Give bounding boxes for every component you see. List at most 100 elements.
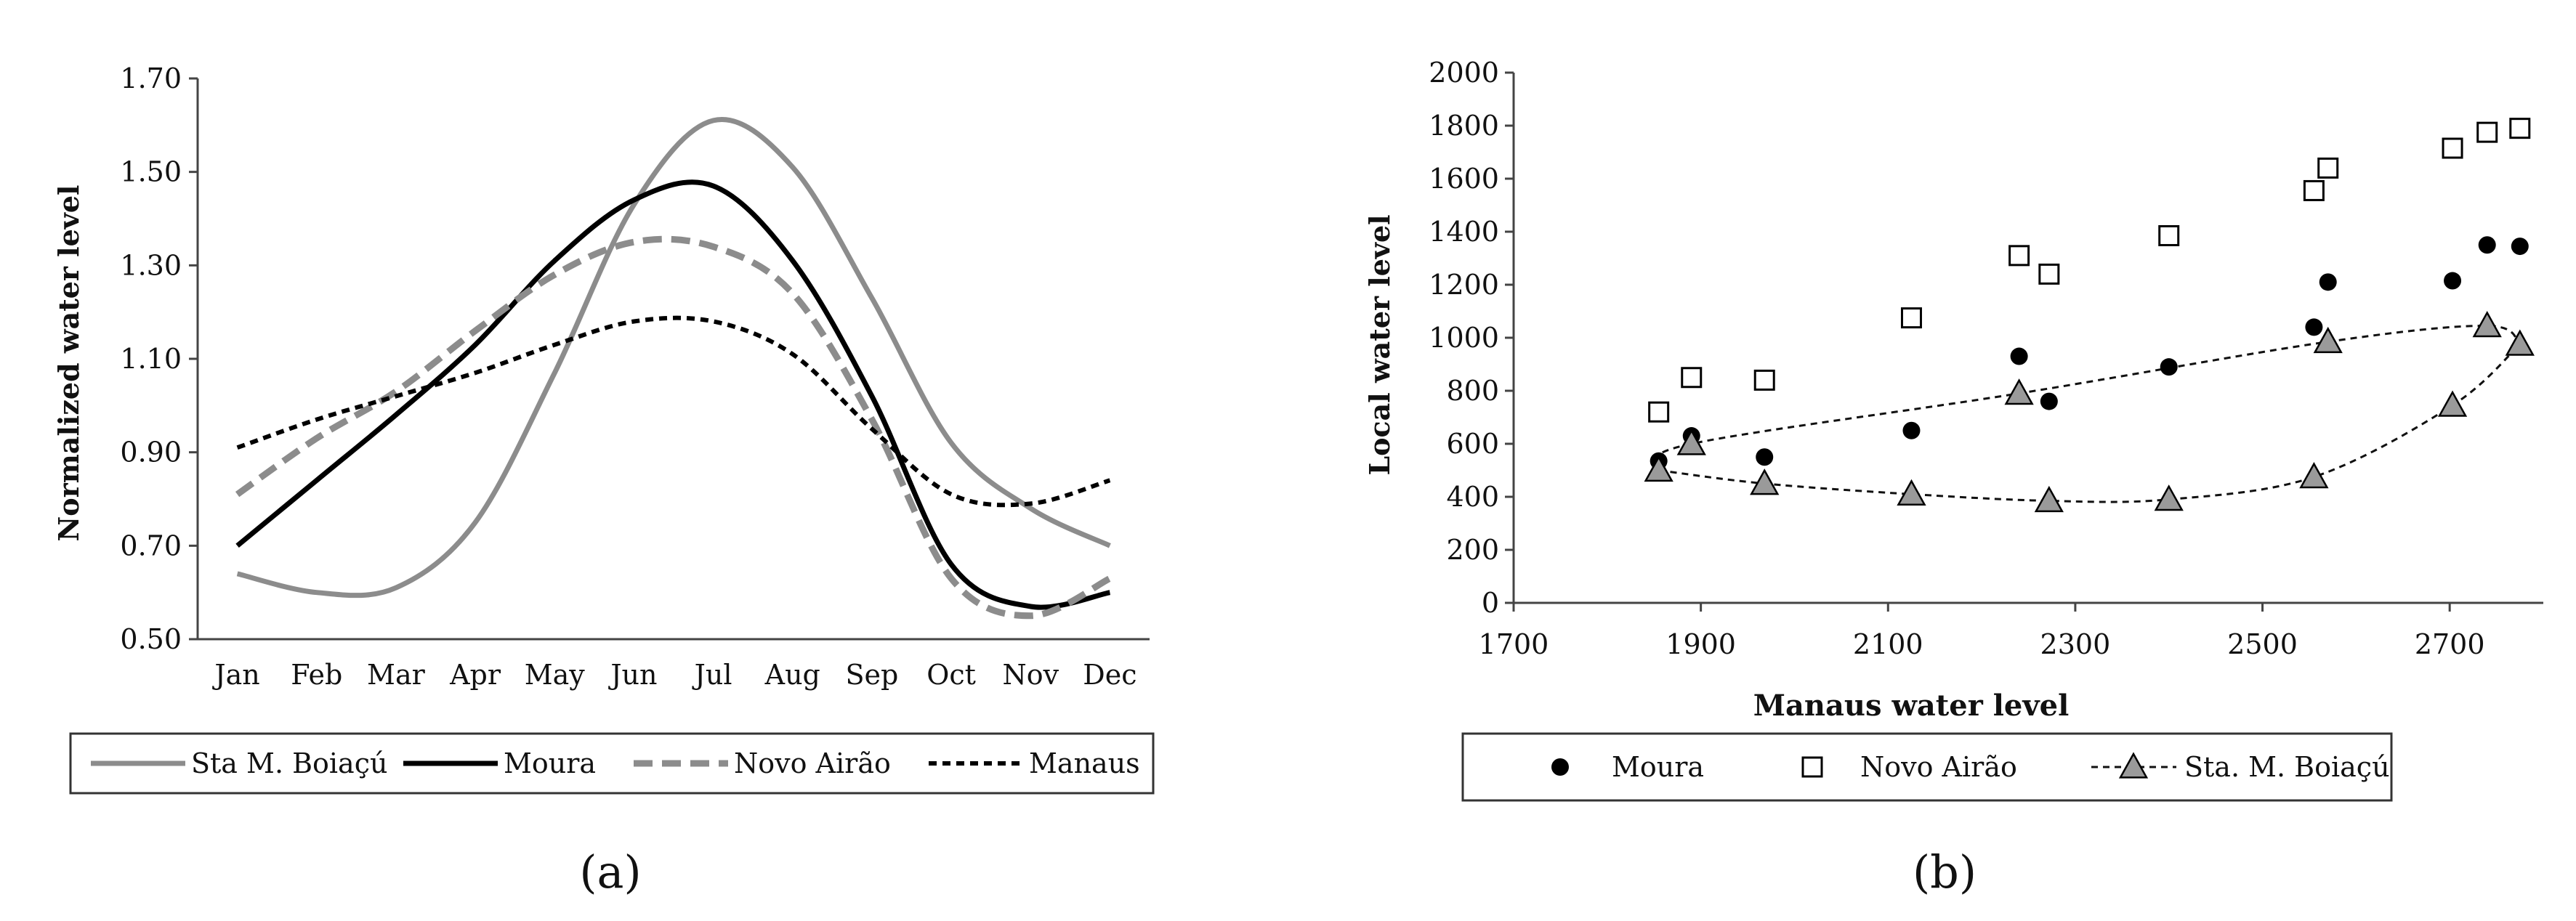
legend-swatch (2118, 752, 2149, 779)
panel-b-data-points (1644, 118, 2535, 513)
y-tick-label: 600 (1446, 428, 1499, 460)
point-moura (2478, 236, 2496, 254)
point-moura (2305, 318, 2323, 336)
x-tick-label: Apr (449, 659, 501, 691)
y-tick-label: 1000 (1429, 322, 1499, 354)
legend-label: Moura (504, 747, 596, 779)
point-sta-m-boia- (1897, 479, 1926, 506)
x-tick-label: Aug (764, 659, 820, 691)
panel-b-legend: Moura Novo Airão Sta. M. Boiaçú (1461, 732, 2393, 802)
legend-box (1461, 732, 2393, 802)
point-sta-m-boia- (2154, 484, 2184, 511)
point-moura (2319, 273, 2337, 291)
trend-line-lower (1658, 343, 2521, 503)
x-tick-label: 2300 (2040, 628, 2111, 660)
y-tick-label: 0.70 (120, 530, 182, 561)
panel-a-series-lines (235, 117, 1112, 620)
x-tick-label: 2100 (1853, 628, 1923, 660)
x-tick-label: May (525, 659, 586, 691)
point-novo-air-o (2158, 224, 2180, 246)
y-tick-label: 400 (1446, 481, 1499, 513)
y-tick-label: 200 (1446, 534, 1499, 566)
panel-b-y-ticks: 0 200 400 600 800 1000 1200 1400 1600 1800 2000 (1429, 57, 1514, 619)
point-sta-m-boia- (2472, 311, 2502, 338)
x-tick-label: Feb (291, 659, 342, 691)
y-tick-label: 2000 (1429, 57, 1499, 89)
y-tick-label: 1.30 (120, 249, 182, 281)
legend-swatch (1551, 758, 1569, 776)
point-moura (2010, 347, 2028, 365)
y-tick-label: 1800 (1429, 110, 1499, 142)
point-sta-m-boia- (2034, 485, 2064, 513)
panel-b-axes (1512, 73, 2543, 604)
point-moura (2444, 272, 2462, 290)
point-sta-m-boia- (2437, 390, 2468, 417)
panel-b-x-ticks: 1700 1900 2100 2300 2500 2700 (1479, 603, 2485, 660)
y-tick-label: 1.70 (120, 62, 182, 94)
point-sta-m-boia- (1676, 429, 1706, 455)
point-moura (2040, 392, 2058, 410)
x-tick-label: Oct (926, 659, 976, 691)
panel-a-y-ticks: 0.50 0.70 0.90 1.10 1.30 1.50 1.70 (120, 62, 198, 655)
x-tick-label: Nov (1002, 659, 1059, 691)
point-sta-m-boia- (1644, 455, 1673, 482)
x-tick-label: Jul (692, 659, 732, 691)
x-tick-label: Jun (607, 659, 657, 691)
panel-a-y-axis-label: Normalized water level (52, 185, 85, 542)
panel-a-legend: Sta M. Boiaçú Moura Novo Airão Manaus (69, 732, 1155, 795)
panel-a-x-ticks: Jan Feb Mar Apr May Jun Jul Aug Sep Oct Nov Dec (211, 659, 1136, 691)
point-moura (1902, 421, 1921, 439)
point-sta-m-boia- (2505, 329, 2535, 356)
legend-label: Sta. M. Boiaçú (2184, 751, 2390, 783)
y-tick-label: 0.50 (120, 623, 182, 655)
point-moura (2160, 358, 2178, 376)
x-tick-label: 2500 (2227, 628, 2298, 660)
panel-b-label: (b) (1913, 845, 1977, 898)
panel-a-axes (196, 78, 1150, 641)
point-novo-air-o (1753, 369, 1775, 391)
trend-line-upper (1653, 325, 2521, 471)
point-novo-air-o (2038, 263, 2060, 285)
y-tick-label: 1600 (1429, 163, 1499, 195)
x-tick-label: 1900 (1665, 628, 1736, 660)
legend-label: Moura (1612, 751, 1704, 783)
point-novo-air-o (1648, 401, 1670, 423)
panel-b: Local water level Manaus water level 0 20… (1363, 57, 2543, 898)
y-tick-label: 0 (1482, 587, 1499, 619)
legend-label: Novo Airão (1860, 751, 2017, 783)
panel-b-trend-lines (1653, 325, 2521, 503)
x-tick-label: 2700 (2415, 628, 2485, 660)
y-tick-label: 1400 (1429, 216, 1499, 248)
x-tick-label: 1700 (1479, 628, 1549, 660)
point-sta-m-boia- (2313, 326, 2343, 354)
point-novo-air-o (2008, 245, 2030, 267)
y-tick-label: 1200 (1429, 269, 1499, 301)
y-tick-label: 1.10 (120, 343, 182, 375)
series-line-moura (235, 179, 1111, 610)
point-novo-air-o (1900, 307, 1922, 329)
point-novo-air-o (2303, 179, 2325, 201)
x-tick-label: Mar (367, 659, 426, 691)
point-novo-air-o (2476, 121, 2498, 143)
panel-b-x-axis-label: Manaus water level (1753, 689, 2070, 723)
point-sta-m-boia- (1750, 468, 1780, 495)
panel-a-label: (a) (579, 845, 641, 898)
panel-b-y-axis-label: Local water level (1363, 214, 1396, 475)
panel-a: Normalized water level 0.50 0.70 0.90 1.10 1… (52, 62, 1155, 898)
point-moura (2511, 238, 2529, 256)
x-tick-label: Jan (211, 659, 259, 691)
x-tick-label: Dec (1083, 659, 1136, 691)
point-novo-air-o (2509, 118, 2531, 139)
legend-label: Manaus (1029, 747, 1140, 779)
point-novo-air-o (2442, 137, 2463, 159)
point-sta-m-boia- (2299, 462, 2329, 489)
y-tick-label: 800 (1446, 375, 1499, 407)
y-tick-label: 1.50 (120, 156, 182, 188)
legend-swatch (1801, 756, 1823, 778)
legend-label: Novo Airão (734, 747, 891, 779)
point-moura (1756, 448, 1774, 466)
series-line-sta-m-boia- (236, 117, 1111, 599)
point-novo-air-o (2317, 157, 2339, 179)
series-line-novo-air-o (235, 235, 1112, 620)
